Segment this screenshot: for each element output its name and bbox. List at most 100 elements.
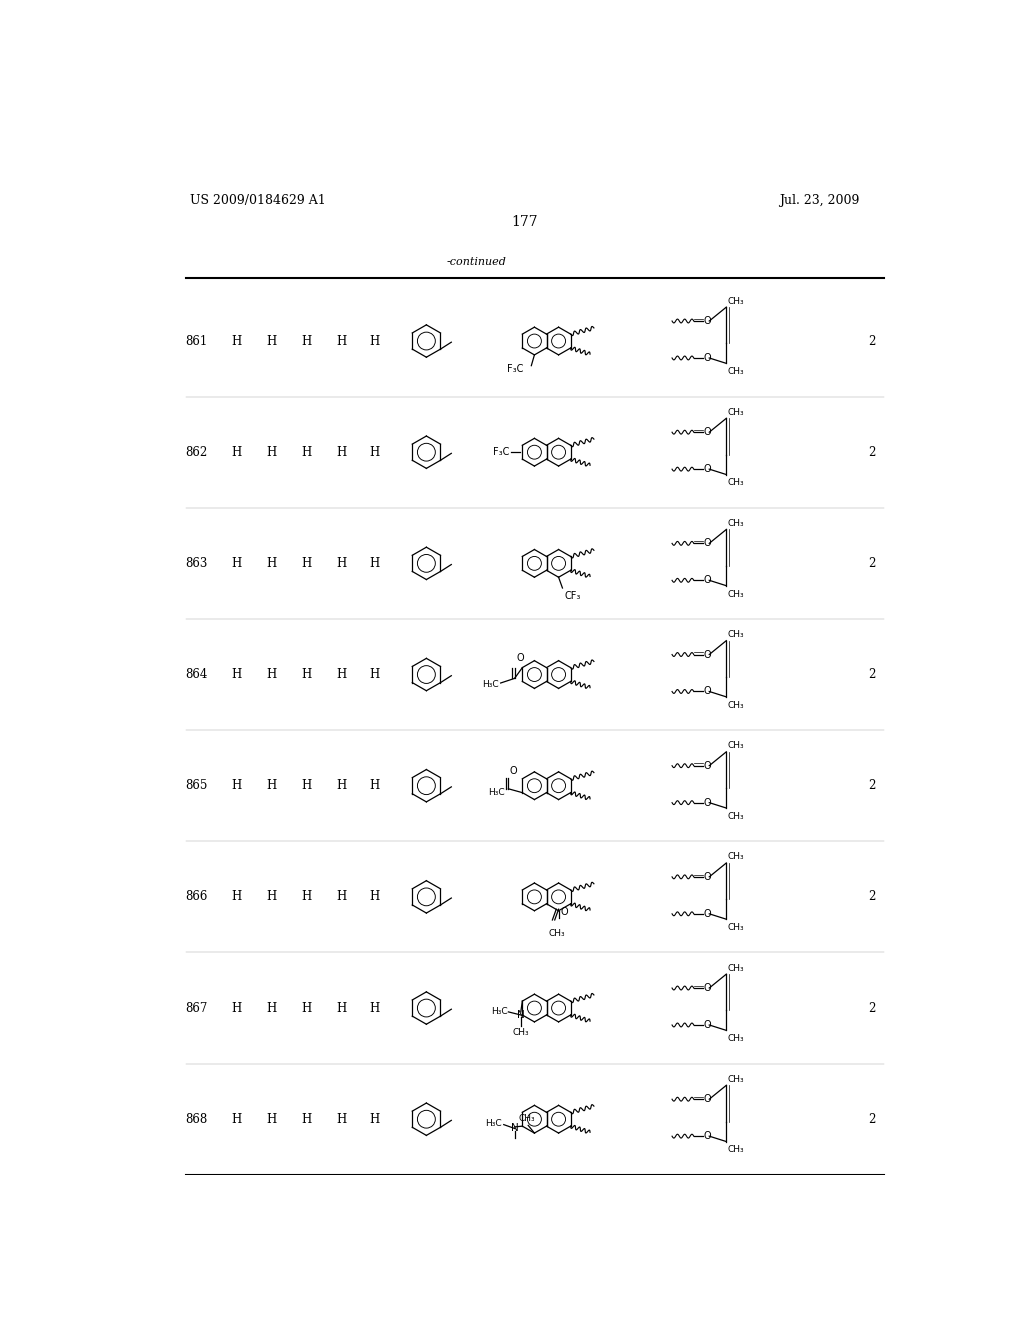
Text: H: H: [301, 334, 311, 347]
Text: H: H: [231, 446, 242, 459]
Text: CH₃: CH₃: [728, 742, 744, 750]
Text: CH₃: CH₃: [728, 853, 744, 862]
Text: H: H: [266, 446, 276, 459]
Text: 177: 177: [511, 215, 539, 230]
Text: CH₃: CH₃: [728, 812, 744, 821]
Text: H: H: [370, 891, 380, 903]
Text: H: H: [301, 1113, 311, 1126]
Text: 2: 2: [868, 1002, 876, 1015]
Text: CH₃: CH₃: [549, 929, 565, 939]
Text: H: H: [266, 668, 276, 681]
Text: O: O: [703, 1020, 712, 1030]
Text: CH₃: CH₃: [728, 701, 744, 710]
Text: O: O: [703, 797, 712, 808]
Text: 868: 868: [185, 1113, 207, 1126]
Text: O: O: [703, 428, 712, 437]
Text: H: H: [231, 668, 242, 681]
Text: H: H: [301, 557, 311, 570]
Text: CH₃: CH₃: [728, 1035, 744, 1043]
Text: H: H: [370, 668, 380, 681]
Text: H: H: [301, 668, 311, 681]
Text: 2: 2: [868, 334, 876, 347]
Text: H: H: [301, 891, 311, 903]
Text: O: O: [703, 686, 712, 697]
Text: H: H: [231, 1113, 242, 1126]
Text: CH₃: CH₃: [728, 297, 744, 306]
Text: H₃C: H₃C: [490, 1007, 508, 1015]
Text: H: H: [336, 446, 346, 459]
Text: CH₃: CH₃: [518, 1114, 535, 1123]
Text: H₃C: H₃C: [487, 788, 505, 797]
Text: H: H: [370, 334, 380, 347]
Text: H: H: [370, 557, 380, 570]
Text: H: H: [370, 1113, 380, 1126]
Text: O: O: [703, 576, 712, 585]
Text: F₃C: F₃C: [494, 447, 510, 457]
Text: H: H: [370, 1002, 380, 1015]
Text: CH₃: CH₃: [728, 519, 744, 528]
Text: H: H: [266, 779, 276, 792]
Text: Jul. 23, 2009: Jul. 23, 2009: [779, 194, 859, 207]
Text: CH₃: CH₃: [728, 964, 744, 973]
Text: H: H: [370, 779, 380, 792]
Text: US 2009/0184629 A1: US 2009/0184629 A1: [190, 194, 326, 207]
Text: H: H: [301, 446, 311, 459]
Text: H: H: [336, 557, 346, 570]
Text: 863: 863: [185, 557, 208, 570]
Text: H: H: [231, 557, 242, 570]
Text: O: O: [703, 352, 712, 363]
Text: 2: 2: [868, 668, 876, 681]
Text: H: H: [266, 334, 276, 347]
Text: O: O: [703, 760, 712, 771]
Text: H: H: [336, 779, 346, 792]
Text: H: H: [266, 557, 276, 570]
Text: O: O: [703, 315, 712, 326]
Text: CH₃: CH₃: [728, 478, 744, 487]
Text: 2: 2: [868, 557, 876, 570]
Text: O: O: [516, 653, 523, 663]
Text: 2: 2: [868, 779, 876, 792]
Text: CH₃: CH₃: [728, 367, 744, 376]
Text: H: H: [231, 1002, 242, 1015]
Text: 2: 2: [868, 891, 876, 903]
Text: 867: 867: [185, 1002, 208, 1015]
Text: CH₃: CH₃: [512, 1028, 529, 1038]
Text: 864: 864: [185, 668, 208, 681]
Text: O: O: [703, 465, 712, 474]
Text: N: N: [517, 1010, 524, 1020]
Text: O: O: [703, 871, 712, 882]
Text: O: O: [703, 983, 712, 993]
Text: CH₃: CH₃: [728, 630, 744, 639]
Text: H₃C: H₃C: [482, 680, 499, 689]
Text: CF₃: CF₃: [564, 591, 581, 601]
Text: H₃C: H₃C: [485, 1119, 502, 1129]
Text: H: H: [301, 1002, 311, 1015]
Text: 866: 866: [185, 891, 208, 903]
Text: H: H: [266, 1113, 276, 1126]
Text: O: O: [703, 1131, 712, 1142]
Text: H: H: [336, 891, 346, 903]
Text: -continued: -continued: [446, 257, 507, 268]
Text: O: O: [560, 907, 567, 917]
Text: N: N: [511, 1123, 518, 1134]
Text: H: H: [266, 1002, 276, 1015]
Text: 2: 2: [868, 446, 876, 459]
Text: O: O: [510, 767, 517, 776]
Text: O: O: [703, 908, 712, 919]
Text: H: H: [231, 334, 242, 347]
Text: CH₃: CH₃: [728, 590, 744, 598]
Text: F₃C: F₃C: [507, 364, 523, 374]
Text: H: H: [301, 779, 311, 792]
Text: O: O: [703, 1094, 712, 1105]
Text: H: H: [336, 334, 346, 347]
Text: H: H: [336, 1002, 346, 1015]
Text: 861: 861: [185, 334, 207, 347]
Text: H: H: [336, 668, 346, 681]
Text: CH₃: CH₃: [728, 1146, 744, 1155]
Text: H: H: [231, 779, 242, 792]
Text: O: O: [703, 649, 712, 660]
Text: CH₃: CH₃: [728, 923, 744, 932]
Text: 862: 862: [185, 446, 207, 459]
Text: O: O: [703, 539, 712, 548]
Text: 865: 865: [185, 779, 208, 792]
